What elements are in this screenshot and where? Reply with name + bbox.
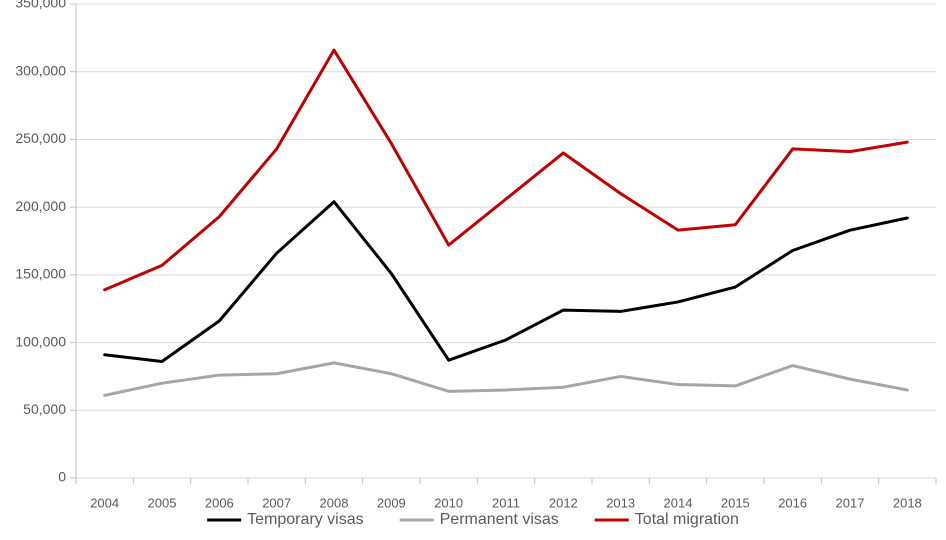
x-tick-label: 2013	[606, 496, 635, 511]
y-tick-label: 100,000	[15, 333, 66, 349]
migration-line-chart: 0 50,000 100,000 150,000 200,000 250,000 300,0…	[0, 0, 946, 540]
y-tick-label: 350,000	[15, 0, 66, 11]
y-tick-label: 250,000	[15, 130, 66, 146]
y-tick-label: 50,000	[23, 401, 66, 417]
legend: Temporary visas Permanent visas Total migr…	[207, 511, 739, 528]
x-tick-label: 2017	[836, 496, 865, 511]
x-tick-label: 2014	[664, 496, 693, 511]
chart-svg: 0 50,000 100,000 150,000 200,000 250,000 300,0…	[0, 0, 946, 540]
x-tick-label: 2009	[377, 496, 406, 511]
x-tick-label: 2012	[549, 496, 578, 511]
x-tick-label: 2008	[320, 496, 349, 511]
legend-label: Total migration	[635, 511, 739, 528]
x-tick-label: 2005	[148, 496, 177, 511]
legend-label: Permanent visas	[440, 511, 559, 528]
y-tick-label: 300,000	[15, 62, 66, 78]
x-tick-label: 2018	[893, 496, 922, 511]
x-tick-label: 2007	[262, 496, 291, 511]
y-tick-label: 0	[58, 469, 66, 485]
chart-background	[0, 0, 946, 540]
legend-label: Temporary visas	[247, 511, 363, 528]
x-tick-label: 2006	[205, 496, 234, 511]
x-tick-label: 2004	[90, 496, 119, 511]
x-tick-label: 2010	[434, 496, 463, 511]
x-tick-label: 2015	[721, 496, 750, 511]
x-tick-label: 2011	[492, 496, 520, 511]
y-tick-label: 200,000	[15, 198, 66, 214]
y-tick-label: 150,000	[15, 266, 66, 282]
x-tick-label: 2016	[778, 496, 807, 511]
